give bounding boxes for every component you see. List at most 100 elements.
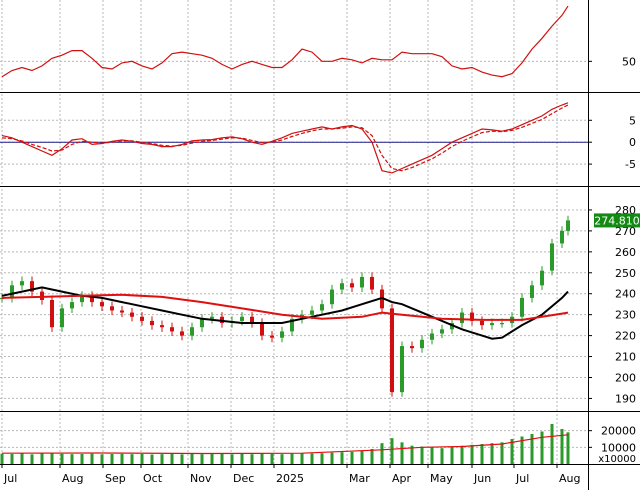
volume-tick-label: 10000 [601,441,636,454]
grid-lines [0,0,588,464]
price-candle-body [170,327,174,332]
price-candle-body [240,316,244,321]
volume-bar [450,446,454,464]
price-candle-body [100,302,104,307]
price-candle-body [60,308,64,328]
price-candle-body [360,276,364,288]
price-candle-body [430,333,434,340]
month-label: May [430,472,453,485]
volume-bar [350,451,354,464]
month-label: Sep [105,472,126,485]
volume-bar [160,454,164,464]
volume-bar [360,450,364,464]
price-candle-body [560,230,564,244]
volume-bar [520,436,524,464]
price-tick-label: 250 [615,267,636,280]
price-ma-black-line [1,286,569,340]
volume-bar [440,448,444,464]
price-ma-red-line [1,293,569,321]
volume-bar [480,444,484,464]
volume-bar [240,454,244,464]
price-candle-body [350,283,354,288]
price-candle-body [530,285,534,298]
price-candle-body [400,346,404,393]
price-candle-body [270,335,274,338]
price-candle-body [250,316,254,324]
month-label: 2025 [276,472,304,485]
price-candle-body [470,312,474,321]
osc-mid-signal-line [1,104,569,172]
volume-bar [110,454,114,464]
price-candle-body [90,295,94,303]
price-last-value-label: 274.810 [594,214,640,227]
volume-bar [380,443,384,464]
volume-bar [80,454,84,464]
volume-tick-label: 20000 [601,425,636,438]
volume-bar [100,454,104,464]
price-candle-body [440,329,444,334]
month-label: Oct [143,472,163,485]
volume-bar [270,453,274,464]
price-tick-label: 190 [615,392,636,405]
volume-bar [140,454,144,464]
volume-bar [280,454,284,464]
price-candle-body [180,331,184,336]
price-tick-label: 220 [615,330,636,343]
month-label: Aug [559,472,580,485]
price-candle-body [480,320,484,326]
price-candle-body [30,281,34,292]
data-layer [0,5,588,464]
price-last-value-badge [594,213,640,228]
price-candle-body [50,300,54,328]
osc-mid-tick-label: 5 [629,114,636,127]
month-label: Mar [349,472,370,485]
volume-average-line [1,434,569,455]
volume-bar [20,453,24,464]
price-tick-label: 200 [615,371,636,384]
month-label: Jul [515,472,529,485]
price-candle-body [390,308,394,393]
price-candle-body [120,310,124,313]
price-candle-body [290,318,294,332]
price-candle-body [150,320,154,326]
price-candle-body [340,283,344,290]
volume-bar [550,424,554,464]
price-candle-body [490,323,494,326]
volume-bar [60,453,64,464]
osc-mid-tick-label: -5 [625,158,636,171]
price-candle-body [190,327,194,336]
month-label: Jul [3,472,17,485]
volume-bar [40,453,44,464]
price-tick-label: 270 [615,225,636,238]
osc-top-series-line [1,5,569,78]
volume-bar [150,454,154,464]
price-tick-label: 260 [615,246,636,259]
volume-bar [370,449,374,464]
price-candle-body [540,270,544,286]
price-candle-body [566,220,570,231]
price-candle-body [110,306,114,311]
price-candle-body [330,289,334,305]
price-tick-label: 240 [615,288,636,301]
volume-bar [90,453,94,464]
month-label: Dec [233,472,254,485]
volume-bar [310,453,314,464]
price-candle-body [140,316,144,321]
volume-bar [70,454,74,464]
volume-multiplier-label: x10000 [598,454,636,465]
price-candle-body [310,310,314,315]
price-candle-body [10,285,14,298]
volume-bar [180,454,184,464]
price-candle-body [520,297,524,317]
price-candle-body [280,331,284,338]
volume-bar [250,454,254,464]
volume-bar [530,434,534,464]
volume-bar [170,454,174,464]
price-candle-body [370,276,374,290]
volume-bar [320,453,324,464]
volume-bar [340,452,344,464]
volume-bar [130,454,134,464]
volume-bar [400,442,404,464]
volume-bar [470,444,474,464]
